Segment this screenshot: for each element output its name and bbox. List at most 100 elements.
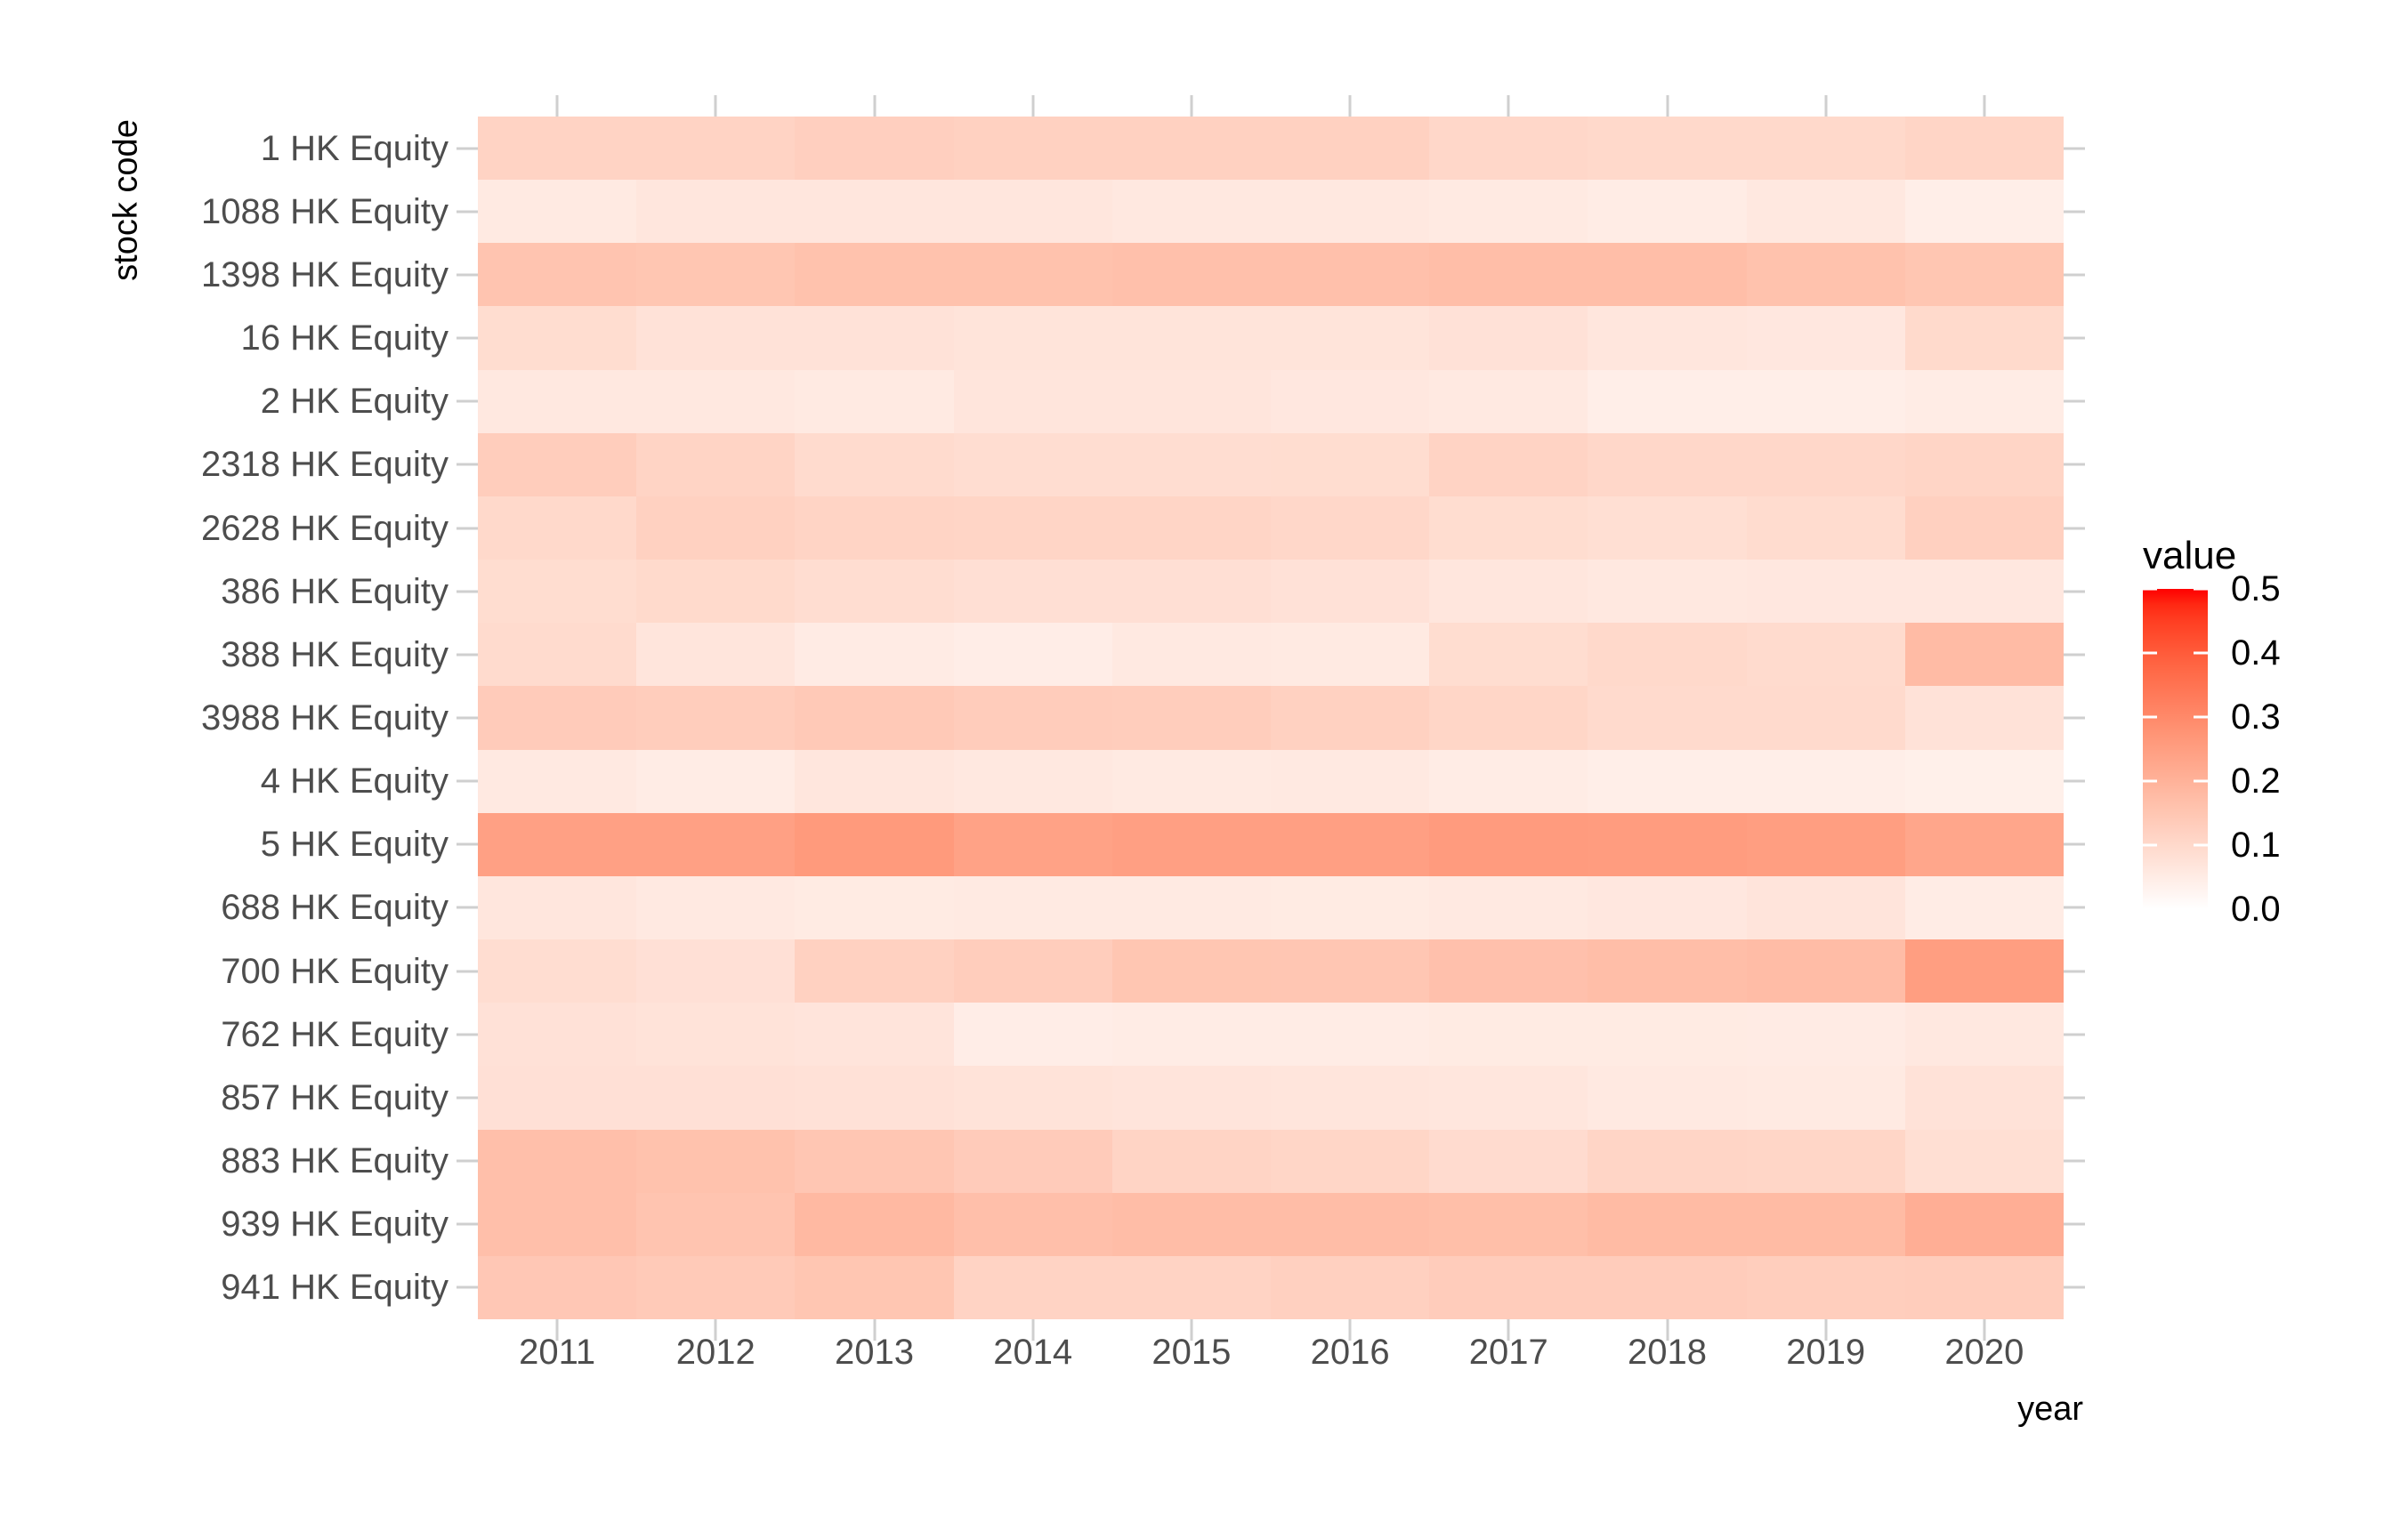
y-tick-label: 2318 HK Equity (201, 445, 448, 485)
heatmap-cell (1111, 1129, 1271, 1193)
heatmap-cell (1111, 432, 1271, 496)
x-tick-label: 2016 (1310, 1333, 1390, 1372)
axis-tick (457, 590, 478, 593)
x-tick-label: 2014 (993, 1333, 1073, 1372)
legend-colorbar (2143, 589, 2208, 909)
legend-tick-label: 0.1 (2231, 826, 2281, 865)
axis-tick (2064, 273, 2085, 277)
heatmap-cell (636, 1255, 796, 1319)
heatmap-cell (1904, 180, 2064, 244)
heatmap-cell (1111, 1192, 1271, 1256)
heatmap-cell (953, 623, 1112, 687)
heatmap-cell (953, 306, 1112, 370)
heatmap-cell (1429, 560, 1588, 624)
heatmap-cell (1746, 180, 1905, 244)
heatmap-cell (953, 875, 1112, 940)
legend-tick-label: 0.2 (2231, 761, 2281, 801)
legend: value 0.5 0.4 0.3 0.2 0.1 0.0 (2143, 534, 2392, 979)
legend-title: value (2143, 534, 2237, 577)
heatmap-cell (478, 560, 637, 624)
axis-tick (457, 1285, 478, 1289)
heatmap-cell (1111, 560, 1271, 624)
heatmap-cell (1111, 306, 1271, 370)
heatmap-cell (1429, 1192, 1588, 1256)
heatmap-cell (636, 1003, 796, 1067)
heatmap-cell (1270, 432, 1430, 496)
heatmap-cell (1111, 623, 1271, 687)
y-tick-label: 4 HK Equity (260, 761, 448, 802)
heatmap-cell (1746, 243, 1905, 307)
heatmap-cell (1904, 243, 2064, 307)
axis-tick (457, 1159, 478, 1163)
heatmap-cell (1111, 496, 1271, 560)
heatmap-cell (795, 1255, 954, 1319)
heatmap-cell (953, 180, 1112, 244)
heatmap-cell (1111, 1255, 1271, 1319)
heatmap-cell (953, 939, 1112, 1003)
axis-tick (2064, 970, 2085, 973)
axis-tick (457, 716, 478, 720)
heatmap-cell (1588, 306, 1747, 370)
heatmap-cell (1270, 1255, 1430, 1319)
heatmap-cell (795, 243, 954, 307)
y-tick-label: 388 HK Equity (221, 634, 448, 674)
legend-tick-label: 0.4 (2231, 633, 2281, 673)
heatmap-cell (953, 496, 1112, 560)
axis-tick (2064, 399, 2085, 403)
heatmap-cell (1270, 812, 1430, 876)
axis-tick (1983, 95, 1986, 117)
axis-tick (2064, 779, 2085, 783)
heatmap-cell (1111, 180, 1271, 244)
legend-tick (2143, 651, 2157, 655)
heatmap-cell (1746, 686, 1905, 750)
heatmap-cell (953, 1192, 1112, 1256)
heatmap-cell (478, 875, 637, 940)
y-tick-label: 2628 HK Equity (201, 508, 448, 548)
legend-tick (2143, 715, 2157, 719)
heatmap-cell (795, 939, 954, 1003)
heatmap-cell (1746, 1192, 1905, 1256)
heatmap-cell (1904, 1129, 2064, 1193)
heatmap-cell (1904, 1003, 2064, 1067)
heatmap-cell (1588, 939, 1747, 1003)
heatmap-cell (1270, 1066, 1430, 1130)
heatmap-cell (953, 432, 1112, 496)
heatmap-cell (1429, 1255, 1588, 1319)
y-tick-label: 2 HK Equity (260, 382, 448, 422)
heatmap-cell (1904, 1066, 2064, 1130)
heatmap-cell (795, 369, 954, 433)
heatmap-cell (1270, 117, 1430, 181)
heatmap-cell (636, 243, 796, 307)
axis-tick (457, 399, 478, 403)
heatmap-cell (1270, 623, 1430, 687)
heatmap-cell (795, 560, 954, 624)
legend-tick (2194, 589, 2208, 591)
heatmap-cell (1588, 1255, 1747, 1319)
heatmap-cell (636, 812, 796, 876)
axis-tick (1031, 95, 1035, 117)
heatmap-cell (1904, 812, 2064, 876)
y-tick-label: 883 HK Equity (221, 1141, 448, 1181)
heatmap-cell (795, 117, 954, 181)
heatmap-cell (1588, 369, 1747, 433)
heatmap-cell (1111, 749, 1271, 813)
heatmap-cell (1746, 560, 1905, 624)
heatmap-cell (1588, 1003, 1747, 1067)
heatmap-cell (1429, 749, 1588, 813)
heatmap-cell (1746, 875, 1905, 940)
heatmap-cell (1588, 432, 1747, 496)
heatmap-cell (953, 686, 1112, 750)
heatmap-cell (636, 306, 796, 370)
heatmap-cell (1588, 623, 1747, 687)
heatmap-cell (1270, 180, 1430, 244)
heatmap-cell (1746, 432, 1905, 496)
heatmap-cell (1111, 875, 1271, 940)
heatmap-cell (1746, 1255, 1905, 1319)
y-tick-label: 1398 HK Equity (201, 254, 448, 294)
heatmap-cell (1904, 749, 2064, 813)
heatmap-cell (1588, 180, 1747, 244)
heatmap-cell (636, 496, 796, 560)
heatmap-cell (636, 875, 796, 940)
heatmap-cell (1270, 875, 1430, 940)
heatmap-cell (1588, 812, 1747, 876)
